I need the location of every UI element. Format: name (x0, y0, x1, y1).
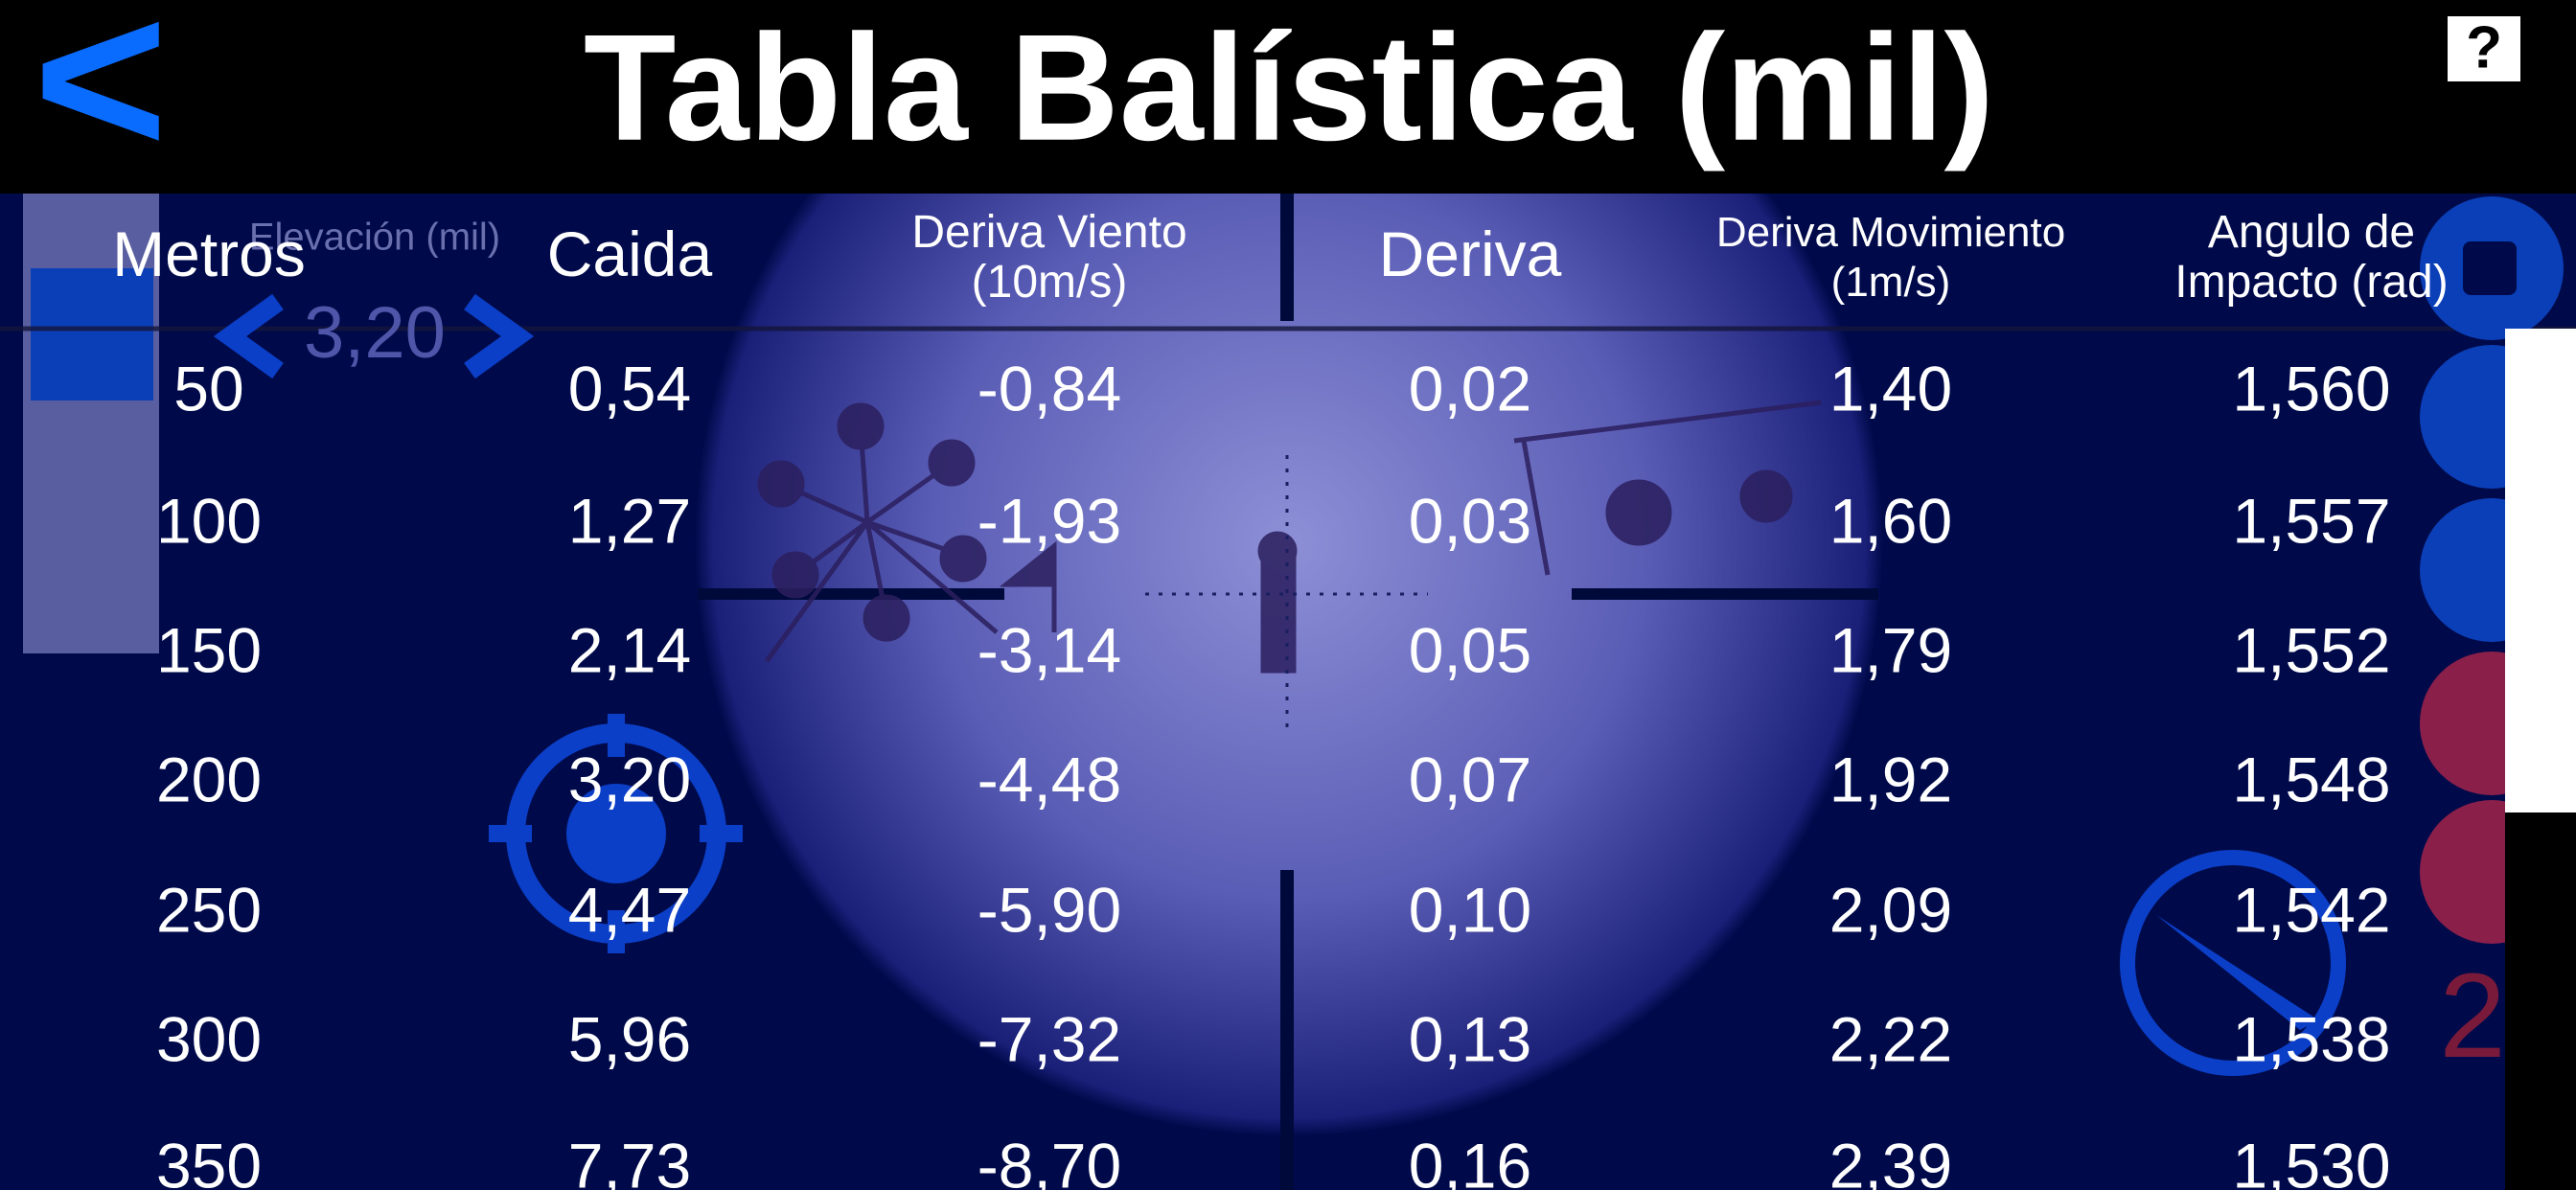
compass-icon[interactable] (2120, 850, 2346, 1076)
table-cell: 4,47 (568, 874, 691, 945)
table-cell: 1,542 (2232, 874, 2390, 945)
counter: 2 (2439, 950, 2506, 1083)
table-cell: 2,09 (1829, 874, 1952, 945)
table-cell: 1,92 (1829, 744, 1952, 814)
column-header-line: Angulo de (2208, 207, 2415, 258)
table-cell: 2,39 (1829, 1130, 1952, 1190)
table-cell: 0,03 (1409, 485, 1531, 556)
table-cell: 7,73 (568, 1130, 691, 1190)
slider-thumb[interactable] (31, 268, 153, 400)
column-header: Deriva (1379, 218, 1562, 289)
table-cell: 1,560 (2232, 353, 2390, 423)
page-title: Tabla Balística (mil) (584, 4, 1994, 172)
table-cell: -3,14 (978, 614, 1121, 685)
table-cell: 1,548 (2232, 744, 2390, 814)
reticle (1280, 194, 1294, 321)
table-cell: 1,27 (568, 485, 691, 556)
table-cell: 5,96 (568, 1003, 691, 1074)
table-cell: 1,40 (1829, 353, 1952, 423)
column-header-line: (1m/s) (1831, 259, 1951, 306)
title-bar (0, 0, 2576, 194)
table-cell: 1,538 (2232, 1003, 2390, 1074)
column-header-line: (10m/s) (972, 257, 1128, 308)
column-header: Metros (112, 218, 306, 289)
table-cell: -4,48 (978, 744, 1121, 814)
table-cell: -1,93 (978, 485, 1121, 556)
column-header: Deriva Movimiento (1m/s) (1716, 209, 2065, 306)
table-cell: 250 (156, 874, 262, 945)
table-cell: 1,79 (1829, 614, 1952, 685)
table-cell: 50 (173, 353, 243, 423)
table-cell: 300 (156, 1003, 262, 1074)
back-button[interactable]: < (33, 0, 168, 201)
table-cell: 0,05 (1409, 614, 1531, 685)
table-cell: 1,552 (2232, 614, 2390, 685)
side-panel (2505, 949, 2576, 1102)
scenery (757, 400, 1822, 674)
reticle (698, 588, 1004, 600)
help-button[interactable] (2448, 16, 2520, 81)
side-panel (2505, 329, 2576, 812)
table-cell: 0,13 (1409, 1003, 1531, 1074)
column-header: Deriva Viento (10m/s) (911, 207, 1186, 308)
reticle (1280, 870, 1294, 1190)
table-cell: -0,84 (978, 353, 1121, 423)
elevation-value: 3,20 (304, 292, 446, 374)
table-cell: 0,16 (1409, 1130, 1531, 1190)
table-cell: 2,22 (1829, 1003, 1952, 1074)
table-cell: -8,70 (978, 1130, 1121, 1190)
ballistic-table: Metros Caida Deriva Viento (10m/s) Deriva Der… (112, 207, 2449, 1190)
help-icon[interactable]: ? (2466, 14, 2502, 80)
table-cell: 1,60 (1829, 485, 1952, 556)
column-header-line: Deriva (1379, 218, 1562, 289)
increase-button[interactable] (464, 293, 535, 379)
table-cell: 200 (156, 744, 262, 814)
table-cell: 0,54 (568, 353, 691, 423)
elevation-label: Elevación (mil) (249, 217, 500, 259)
table-cell: 350 (156, 1130, 262, 1190)
table-cell: -5,90 (978, 874, 1121, 945)
table-cell: 3,20 (568, 744, 691, 814)
table-cell: 1,530 (2232, 1130, 2390, 1190)
table-cell: 2,14 (568, 614, 691, 685)
table-cell: -7,32 (978, 1003, 1121, 1074)
table-cell: 150 (156, 614, 262, 685)
column-header: Angulo de Impacto (rad) (2174, 207, 2448, 308)
decrease-button[interactable] (213, 293, 284, 379)
column-header-line: Impacto (rad) (2174, 257, 2448, 308)
table-cell: 100 (156, 485, 262, 556)
column-header-line: Metros (112, 218, 306, 289)
reticle (1572, 588, 1878, 600)
column-header-line: Deriva Movimiento (1716, 209, 2065, 256)
column-header: Caida (547, 218, 713, 289)
table-cell: 1,557 (2232, 485, 2390, 556)
table-cell: 0,07 (1409, 744, 1531, 814)
table-cell: 0,10 (1409, 874, 1531, 945)
column-header-line: Caida (547, 218, 713, 289)
table-cell: 0,02 (1409, 353, 1531, 423)
column-header-line: Deriva Viento (911, 207, 1186, 258)
target-icon[interactable] (489, 714, 743, 953)
